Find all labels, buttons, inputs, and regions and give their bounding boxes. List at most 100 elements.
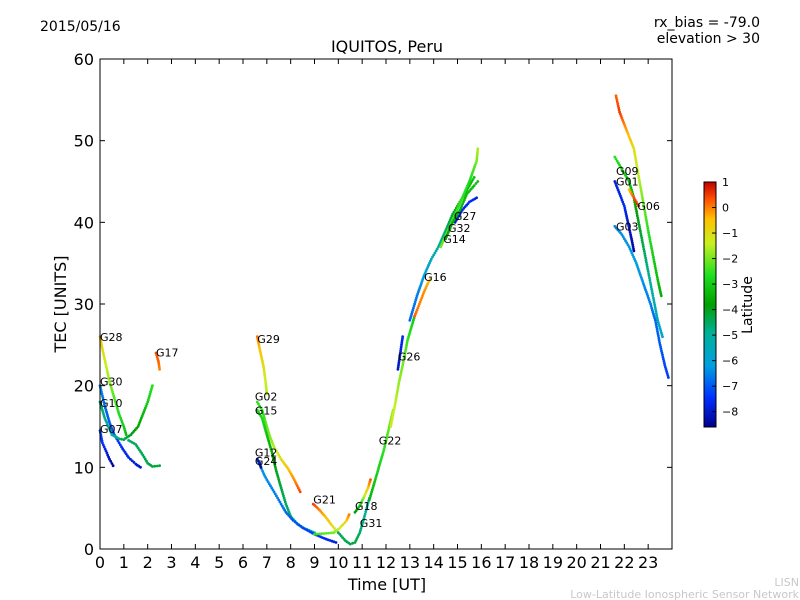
tec-point xyxy=(628,190,632,194)
tec-point xyxy=(158,464,162,468)
tec-point xyxy=(124,433,128,437)
tec-point xyxy=(661,335,664,339)
tec-point xyxy=(358,531,362,535)
tec-point xyxy=(397,382,401,386)
tec-point xyxy=(260,416,264,420)
tec-point xyxy=(475,153,479,157)
colorbar-tick-label: −5 xyxy=(722,329,738,342)
tec-point xyxy=(117,410,120,414)
satellite-label: G15 xyxy=(255,404,278,417)
tec-point xyxy=(100,392,104,396)
tec-point xyxy=(320,532,323,536)
tec-point xyxy=(364,510,368,514)
satellite-label: G16 xyxy=(424,271,447,284)
tec-point xyxy=(112,396,116,400)
tec-point xyxy=(403,350,407,354)
tec-point xyxy=(285,504,289,508)
tec-point xyxy=(642,204,646,207)
tec-point xyxy=(106,372,110,375)
tec-point xyxy=(643,208,646,212)
tec-point xyxy=(655,271,658,275)
tec-point xyxy=(460,198,463,202)
tec-point xyxy=(151,465,154,468)
tec-point xyxy=(111,464,115,468)
tec-point xyxy=(390,418,394,422)
chart-title: IQUITOS, Peru xyxy=(331,37,443,56)
tec-point xyxy=(621,200,625,204)
tec-point xyxy=(649,285,653,289)
tec-point xyxy=(649,304,653,308)
tec-point xyxy=(413,314,416,318)
tec-point xyxy=(263,416,266,420)
tec-point xyxy=(400,339,404,343)
tec-point xyxy=(279,484,282,488)
tec-point xyxy=(648,281,652,284)
tec-point xyxy=(634,161,638,164)
tec-point xyxy=(408,331,412,334)
tec-point xyxy=(409,314,413,318)
tec-point xyxy=(271,441,274,445)
tec-point xyxy=(446,233,449,237)
tec-point xyxy=(643,211,647,214)
tec-point xyxy=(629,249,633,253)
tec-point xyxy=(615,186,619,190)
tec-point xyxy=(657,339,661,342)
tec-point xyxy=(420,296,424,300)
tec-point xyxy=(448,227,452,230)
tec-point xyxy=(415,296,418,300)
tec-point xyxy=(632,255,635,259)
tec-point xyxy=(451,212,455,216)
tec-point xyxy=(404,346,408,349)
tec-point xyxy=(646,224,649,228)
tec-point xyxy=(399,345,403,349)
tec-point xyxy=(637,223,641,227)
tec-point xyxy=(662,357,665,361)
tec-point xyxy=(651,253,655,257)
tec-point xyxy=(327,531,331,535)
tec-point xyxy=(628,137,632,141)
date-label: 2015/05/16 xyxy=(40,19,121,35)
tec-point xyxy=(101,347,104,351)
tec-point xyxy=(393,405,397,408)
tec-point xyxy=(100,406,104,410)
tec-point xyxy=(368,496,372,500)
tec-point xyxy=(660,333,664,336)
tec-point xyxy=(391,416,394,419)
tec-point xyxy=(652,296,655,300)
tec-point xyxy=(625,176,629,179)
tec-point xyxy=(418,300,422,304)
tec-point xyxy=(269,484,272,488)
tec-point xyxy=(392,407,396,411)
x-tick-label: 1 xyxy=(119,553,129,572)
tec-point xyxy=(259,406,263,410)
tec-point xyxy=(343,521,347,524)
tec-point xyxy=(650,287,653,291)
tec-point xyxy=(111,392,115,396)
tec-point xyxy=(375,472,379,475)
x-tick-label: 5 xyxy=(214,553,224,572)
tec-point xyxy=(636,172,640,176)
x-tick-label: 20 xyxy=(566,553,586,572)
tec-point xyxy=(401,361,405,365)
tec-point xyxy=(472,167,476,171)
colorbar-tick-label: −1 xyxy=(722,227,738,240)
tec-point xyxy=(149,388,153,392)
tec-point xyxy=(615,98,619,102)
tec-point xyxy=(641,243,645,247)
tec-point xyxy=(260,357,264,361)
tec-point xyxy=(278,455,282,459)
tec-point xyxy=(656,332,660,336)
tec-point xyxy=(461,202,464,206)
tec-point xyxy=(632,249,636,253)
tec-point xyxy=(407,335,410,339)
x-tick-label: 8 xyxy=(286,553,296,572)
colorbar xyxy=(703,181,717,428)
tec-point xyxy=(109,386,113,390)
tec-point xyxy=(146,398,150,402)
tec-point xyxy=(634,200,638,204)
tec-point xyxy=(412,306,415,310)
tec-point xyxy=(283,508,287,512)
tec-point xyxy=(334,541,338,544)
elevation-label: elevation > 30 xyxy=(657,31,760,47)
tec-point xyxy=(651,251,654,255)
